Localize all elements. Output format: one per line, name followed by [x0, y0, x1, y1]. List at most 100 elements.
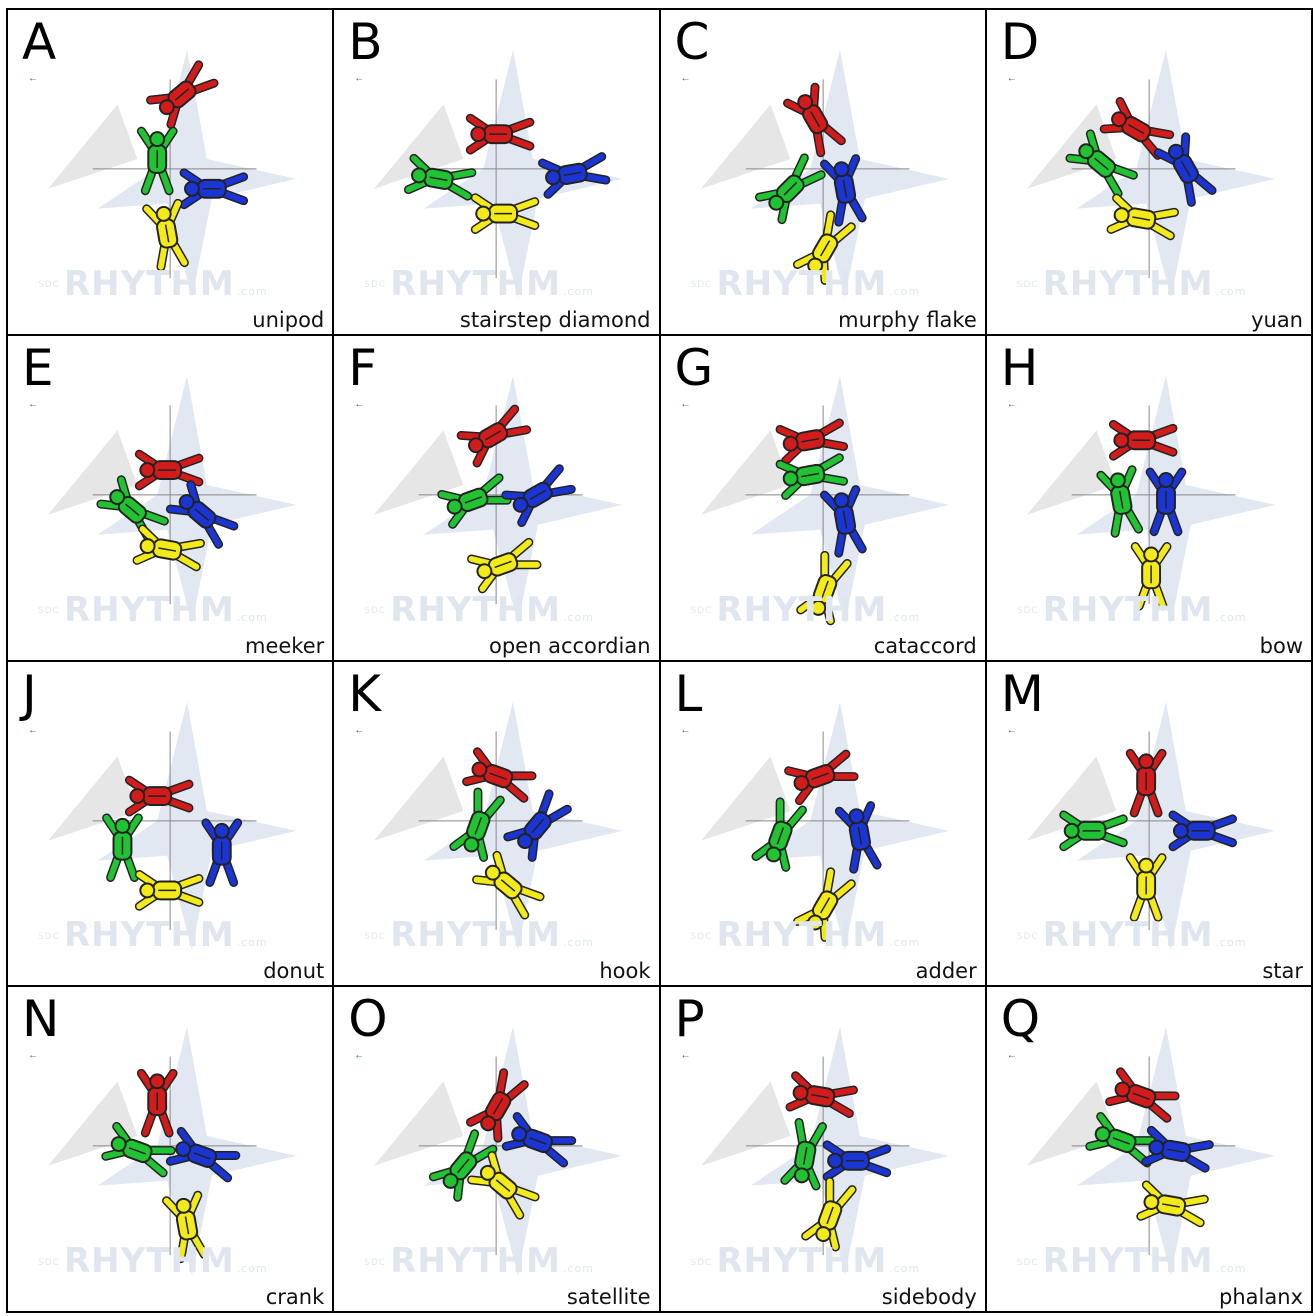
formation-letter: M — [1000, 664, 1044, 723]
formation-letter: H — [1000, 338, 1039, 397]
formation-panel-q: ← SDC RHYTHM .com Q phalanx — [985, 986, 1312, 1312]
green-flyer-figure — [101, 1122, 176, 1178]
formation-letter: B — [348, 13, 383, 71]
blue-flyer-figure — [1141, 1126, 1214, 1173]
direction-marker-icon: ← — [354, 73, 365, 84]
watermark-logo: SDC RHYTHM .com — [364, 263, 594, 304]
formation-panel-h: ← SDC RHYTHM .com H bow — [985, 334, 1312, 661]
watermark-logo: SDC RHYTHM .com — [38, 263, 268, 304]
background-star-shape — [1076, 375, 1275, 624]
watermark-logo: SDC RHYTHM .com — [690, 263, 921, 304]
direction-marker-icon: ← — [354, 398, 365, 410]
watermark-logo: SDC RHYTHM .com — [690, 915, 921, 956]
flyers-group — [775, 418, 867, 626]
formation-panel-a: ← SDC RHYTHM .com A unipod — [7, 9, 334, 335]
formation-diagram — [374, 701, 623, 950]
blue-flyer-figure — [165, 1127, 241, 1183]
background-star-shape — [423, 1026, 623, 1276]
formation-letter: A — [22, 13, 57, 71]
formation-diagram — [374, 1026, 623, 1276]
green-flyer-figure — [449, 786, 506, 862]
green-flyer-figure — [437, 473, 512, 529]
formation-letter: P — [674, 990, 705, 1049]
yellow-flyer-figure — [1125, 852, 1167, 922]
formation-panel-o: ← SDC RHYTHM .com O satellite — [333, 986, 660, 1312]
formation-letter: J — [22, 664, 37, 723]
red-flyer-figure — [782, 82, 846, 158]
flyers-group — [1065, 97, 1217, 241]
direction-marker-icon: ← — [28, 1050, 38, 1062]
formation-panel-f: ← SDC RHYTHM .com F open accordian — [333, 334, 660, 661]
formation-letter: E — [22, 338, 54, 397]
red-flyer-figure — [146, 60, 219, 129]
formation-diagram — [1026, 49, 1275, 298]
yellow-flyer-figure — [792, 866, 856, 942]
formation-name: sidebody — [881, 1285, 977, 1309]
green-flyer-figure — [754, 153, 826, 225]
formation-name: crank — [265, 1285, 325, 1309]
flyers-group — [429, 1068, 577, 1220]
formation-name: adder — [915, 959, 977, 984]
watermark-logo: SDC RHYTHM .com — [38, 589, 268, 630]
blue-flyer-figure — [822, 1140, 891, 1182]
watermark-logo: SDC RHYTHM .com — [1016, 1241, 1247, 1281]
blue-flyer-figure — [503, 788, 573, 862]
background-arrow-shape — [374, 104, 464, 189]
direction-marker-icon: ← — [1006, 724, 1017, 736]
blue-flyer-figure — [179, 168, 249, 210]
yellow-flyer-figure — [467, 537, 542, 594]
background-arrow-shape — [1026, 755, 1117, 841]
flyers-group — [754, 82, 867, 285]
yellow-flyer-figure — [1130, 541, 1172, 611]
formation-panel-k: ← SDC RHYTHM .com K hook — [333, 660, 660, 987]
flyers-group — [449, 746, 573, 919]
watermark-logo: SDC RHYTHM .com — [364, 915, 594, 956]
red-flyer-figure — [466, 1068, 530, 1143]
background-arrow-shape — [700, 104, 790, 189]
watermark-logo: SDC RHYTHM .com — [690, 1241, 921, 1281]
yellow-flyer-figure — [1106, 193, 1179, 241]
background-arrow-shape — [374, 430, 464, 515]
green-flyer-figure — [751, 796, 807, 872]
flyers-group — [136, 60, 249, 272]
formation-panel-g: ← SDC RHYTHM .com G cataccord — [659, 334, 986, 661]
formation-panel-n: ← SDC RHYTHM .com N crank — [7, 986, 334, 1312]
flyers-group — [1058, 748, 1237, 922]
green-flyer-figure — [1065, 129, 1138, 198]
direction-marker-icon: ← — [28, 398, 38, 410]
formation-name: meeker — [244, 633, 325, 658]
red-flyer-figure — [1125, 748, 1167, 817]
formation-diagram — [1026, 1026, 1275, 1276]
formation-diagram — [1026, 375, 1275, 624]
flyers-group — [751, 749, 882, 942]
flyers-group — [102, 775, 243, 911]
red-flyer-figure — [134, 449, 204, 491]
formation-name: donut — [263, 959, 325, 984]
yellow-flyer-figure — [471, 193, 540, 234]
background-star-shape — [423, 49, 623, 298]
direction-marker-icon: ← — [28, 724, 38, 736]
flyers-group — [1096, 419, 1187, 611]
green-flyer-figure — [775, 453, 848, 500]
formation-diagram — [700, 49, 949, 298]
green-flyer-figure — [404, 153, 477, 201]
blue-flyer-figure — [1153, 132, 1217, 207]
formation-letter: L — [674, 664, 703, 723]
blue-flyer-figure — [819, 484, 867, 558]
formation-diagram — [47, 701, 297, 950]
background-arrow-shape — [700, 1081, 790, 1167]
yellow-flyer-figure — [795, 550, 852, 626]
watermark-logo: SDC RHYTHM .com — [1016, 915, 1247, 956]
watermark-logo: SDC RHYTHM .com — [38, 1241, 268, 1281]
direction-marker-icon: ← — [354, 1050, 365, 1062]
flyers-group — [101, 1069, 241, 1264]
yellow-flyer-figure — [792, 210, 856, 285]
background-arrow-shape — [1026, 104, 1117, 189]
formation-panel-b: ← SDC RHYTHM .com B stairstep diamond — [333, 9, 660, 335]
background-star-shape — [97, 49, 297, 298]
formation-panel-e: ← SDC RHYTHM .com E meeker — [7, 334, 334, 661]
formation-panel-c: ← SDC RHYTHM .com C murphy flake — [659, 9, 986, 335]
blue-flyer-figure — [1168, 809, 1237, 851]
formation-name: open accordian — [489, 633, 651, 658]
blue-flyer-figure — [819, 154, 867, 227]
